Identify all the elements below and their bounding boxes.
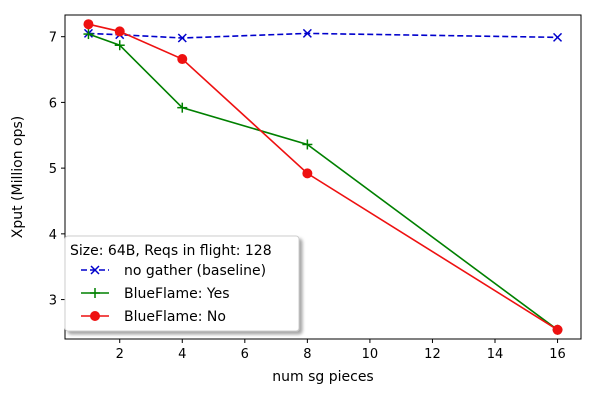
data-point [177, 102, 188, 113]
legend-marker [90, 288, 100, 298]
plot-frame [64, 14, 582, 340]
y-axis: 3 4 5 6 7 [49, 31, 65, 309]
data-point [177, 33, 187, 43]
x-tick-label: 10 [362, 347, 379, 362]
x-axis: 2 4 6 8 10 12 14 16 [116, 339, 566, 362]
legend-marker [90, 265, 100, 275]
legend-title: Size: 64B, Reqs in flight: 128 [70, 243, 272, 259]
data-point [177, 54, 188, 65]
y-tick-label: 5 [49, 162, 57, 177]
data-point [83, 29, 94, 40]
x-tick-label: 6 [241, 347, 249, 362]
series-1 [83, 28, 563, 43]
y-tick-label: 4 [49, 228, 57, 243]
x-tick-label: 4 [178, 347, 186, 362]
marker-x-stroke [302, 28, 312, 38]
x-tick-label: 8 [303, 347, 311, 362]
series-line [88, 32, 558, 39]
legend-box [64, 235, 300, 332]
data-point [302, 28, 312, 38]
legend-label: BlueFlame: Yes [124, 286, 230, 302]
x-tick-label: 16 [549, 347, 566, 362]
legend-label: BlueFlame: No [124, 309, 226, 325]
legend-marker [90, 311, 100, 321]
x-axis-label: num sg pieces [272, 369, 373, 385]
data-point [553, 32, 563, 42]
x-tick-label: 2 [116, 347, 124, 362]
y-axis-label: Xput (Million ops) [10, 116, 26, 239]
data-point [302, 168, 313, 179]
y-tick-label: 6 [49, 96, 57, 111]
y-tick-label: 3 [49, 294, 57, 309]
marker-x-stroke [553, 32, 563, 42]
series-3 [83, 19, 563, 335]
legend: Size: 64B, Reqs in flight: 128 no gather… [64, 235, 300, 332]
data-point [114, 40, 125, 51]
legend-label: no gather (baseline) [124, 263, 266, 279]
marker-x-stroke [177, 33, 187, 43]
marker-x-stroke [90, 265, 100, 275]
data-point [83, 19, 94, 30]
data-point [302, 139, 313, 150]
y-tick-label: 7 [49, 31, 57, 46]
series-layer [83, 19, 563, 335]
data-point [552, 324, 563, 335]
data-point [114, 26, 125, 37]
x-tick-label: 14 [487, 347, 504, 362]
x-tick-label: 12 [424, 347, 441, 362]
